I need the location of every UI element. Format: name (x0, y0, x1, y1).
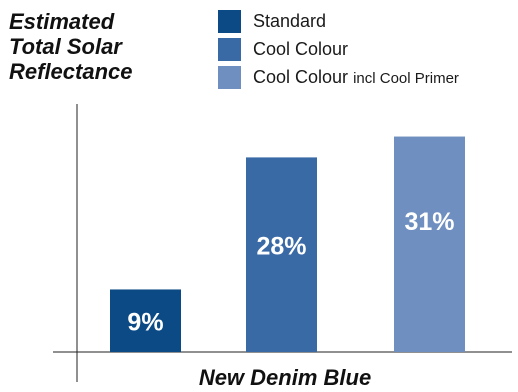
legend-label-cool-colour-main: Cool Colour (253, 38, 349, 59)
bar-cool-colour-primer (394, 136, 465, 352)
bar-cool-colour (246, 157, 317, 352)
legend-label-cool-colour: Cool Colour (253, 39, 348, 60)
data-label-cool-colour: 28% (256, 232, 306, 260)
legend-label-cool-colour-primer-small: incl Cool Primer (353, 69, 459, 87)
chart-legend: Standard Cool Colour Cool Colour incl Co… (218, 8, 513, 92)
legend-label-cool-colour-primer: Cool Colour incl Cool Primer (253, 67, 459, 88)
legend-label-cool-colour-primer-main: Cool Colour (253, 66, 349, 87)
bar-standard (110, 289, 181, 352)
legend-swatch-cool-colour (218, 37, 241, 61)
chart-title: Estimated Total Solar Reflectance (9, 9, 133, 84)
legend-swatch-cool-colour-primer (218, 65, 241, 89)
legend-item-cool-colour: Cool Colour (218, 36, 513, 62)
x-axis-label: New Denim Blue (198, 365, 372, 390)
legend-label-standard-main: Standard (253, 10, 327, 31)
bars-layer: 9% 28% 31% (110, 136, 465, 352)
legend-swatch-standard (218, 9, 241, 33)
legend-label-standard: Standard (253, 11, 326, 32)
data-label-cool-colour-primer: 31% (404, 208, 454, 236)
legend-item-cool-colour-primer: Cool Colour incl Cool Primer (218, 64, 513, 90)
data-label-standard: 9% (127, 309, 163, 337)
legend-item-standard: Standard (218, 8, 513, 34)
